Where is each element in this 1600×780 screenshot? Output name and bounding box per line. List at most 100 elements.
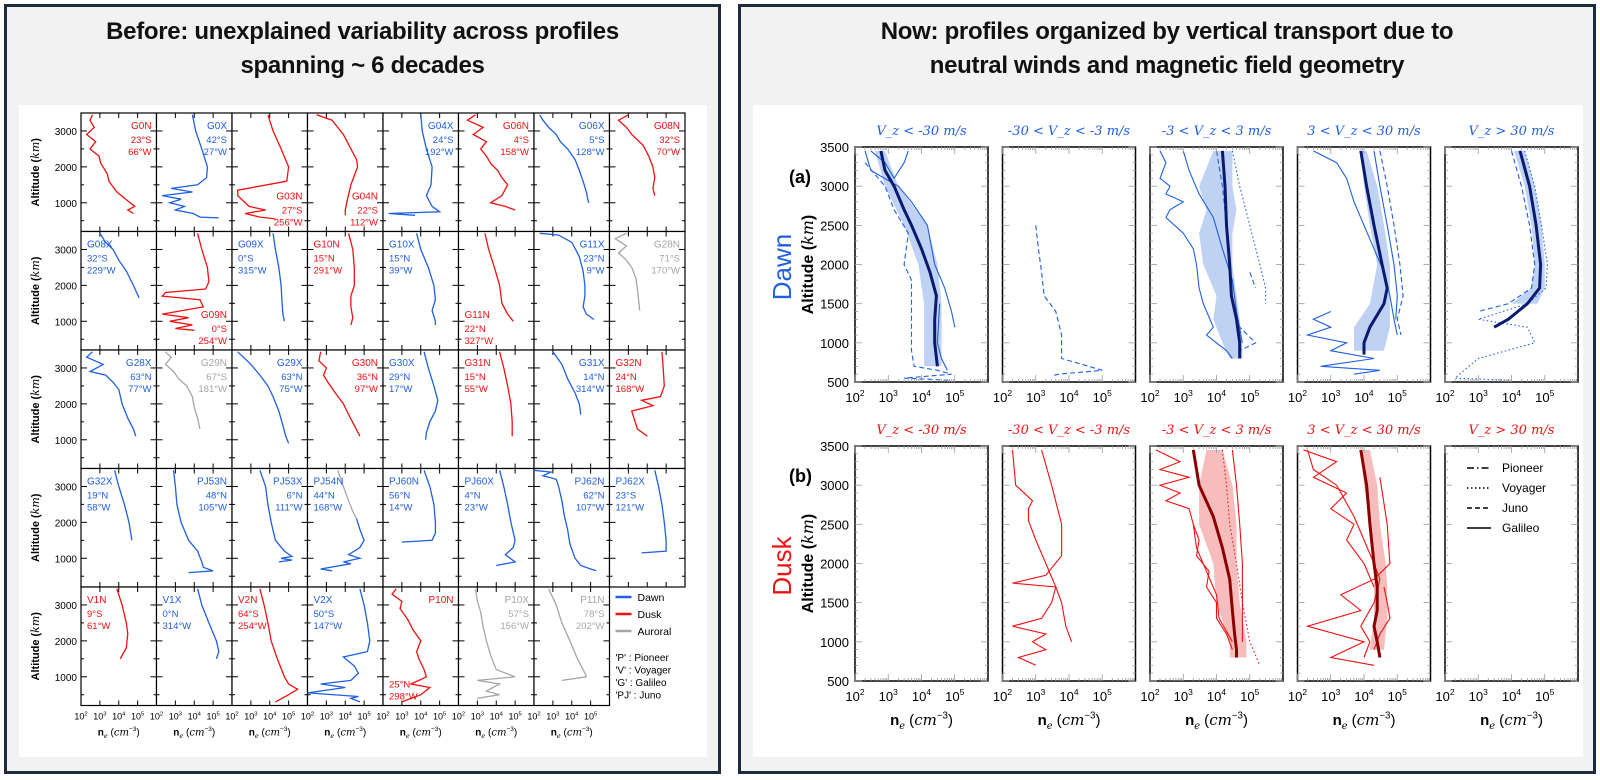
profile-panel-G0N: G0N 23°S66°W xyxy=(80,112,158,233)
profile-id-label: PJ60X xyxy=(465,477,495,488)
profile-lat-label: 14°N xyxy=(583,372,604,383)
column-title: V_z < -30 m/s xyxy=(876,124,967,139)
y-tick-label: 1000 xyxy=(820,635,849,650)
profile-lat-label: 15°N xyxy=(389,254,410,265)
profile-id-label: G28N xyxy=(654,240,680,251)
panel-frame xyxy=(457,467,535,588)
profile-line-PJ54N xyxy=(320,518,365,572)
cell-dawn-4: V_z > 30 m/s 102 103 104 105 xyxy=(1435,124,1579,405)
cell-dawn-3: 3 < V_z < 30 m/s 102 103 104 105 xyxy=(1288,124,1432,405)
profile-line-PJ60X xyxy=(496,470,517,567)
x-tick-label: 102 xyxy=(376,711,389,721)
before-panel-title: Before: unexplained variability across p… xyxy=(7,15,718,83)
legend-label-voyager: Voyager xyxy=(1502,481,1546,495)
before-figure: G0N 23°S 66°W G0X 42°S 27°W G03N 27°S 256°W G04N 2… xyxy=(19,105,707,757)
panel-frame xyxy=(382,349,460,470)
panel-frame xyxy=(608,467,686,588)
panel-frame xyxy=(457,230,535,351)
profile-line-dashed xyxy=(864,162,952,381)
x-tick-label: 104 xyxy=(263,711,277,721)
x-tick-label: 105 xyxy=(1535,687,1554,704)
y-axis-label: Altitude (km) xyxy=(29,375,42,444)
y-tick-label: 2000 xyxy=(820,258,849,273)
profile-lat-label: 25°N xyxy=(389,680,410,691)
x-tick-label: 105 xyxy=(945,687,964,704)
y-tick-label: 2500 xyxy=(820,218,849,233)
y-tick-label: 2000 xyxy=(55,281,78,292)
x-tick-label: 103 xyxy=(1026,687,1045,704)
profile-lat-label: 50°S xyxy=(314,609,335,620)
y-tick-label: 2000 xyxy=(55,163,78,174)
cell-bg xyxy=(1002,147,1136,382)
x-axis-label: ne (cm−3) xyxy=(324,726,366,740)
profile-lon-label: 107°W xyxy=(576,503,605,514)
profile-line-solid xyxy=(1159,150,1233,359)
x-tick-label: 104 xyxy=(1354,388,1373,405)
x-tick-label: 104 xyxy=(339,711,353,721)
x-tick-label: 104 xyxy=(1207,687,1226,704)
now-panel-title: Now: profiles organized by vertical tran… xyxy=(741,15,1593,83)
profile-line-G04X xyxy=(388,114,442,216)
y-tick-label: 3000 xyxy=(55,127,78,138)
profile-line-G30X xyxy=(423,351,439,440)
x-tick-label: 105 xyxy=(131,711,144,721)
x-tick-label: 102 xyxy=(845,687,864,704)
profile-line-P10X xyxy=(474,588,516,699)
profile-line-solid xyxy=(1011,449,1073,642)
x-tick-label: 104 xyxy=(565,711,579,721)
profile-panel-G10X: G10X 15°N39°W xyxy=(382,230,460,351)
profile-lat-label: 15°N xyxy=(465,372,486,383)
profile-lon-label: 61°W xyxy=(87,621,110,632)
x-tick-label: 102 xyxy=(993,388,1012,405)
profile-id-label: PJ62N xyxy=(574,477,604,488)
y-axis-label: Altitude (km) xyxy=(29,138,42,207)
cell-dusk-0: V_z < -30 m/s 102 103 104 105 ne (cm−3) xyxy=(845,423,989,732)
column-title: 3 < V_z < 30 m/s xyxy=(1307,124,1421,139)
profile-line-G08N xyxy=(617,114,656,196)
cell-bg xyxy=(855,446,988,681)
profile-lon-label: 202°W xyxy=(576,621,605,632)
profile-lat-label: 32°S xyxy=(87,254,108,265)
x-tick-label: 105 xyxy=(433,711,446,721)
x-tick-label: 105 xyxy=(1388,687,1407,704)
panel-frame xyxy=(80,230,158,351)
profile-lat-label: 63°N xyxy=(130,372,151,383)
profile-line-dotted xyxy=(1231,150,1267,304)
x-tick-label: 105 xyxy=(1388,388,1407,405)
profile-id-label: G09X xyxy=(238,240,264,251)
column-title: V_z > 30 m/s xyxy=(1469,423,1555,438)
x-tick-label: 103 xyxy=(93,711,106,721)
x-tick-label: 104 xyxy=(490,711,504,721)
legend-label-dawn: Dawn xyxy=(638,592,665,604)
profile-lat-label: 5°S xyxy=(589,135,604,146)
profile-lon-label: 147°W xyxy=(314,621,343,632)
legend-label-auroral: Auroral xyxy=(638,626,672,638)
now-title-line1: Now: profiles organized by vertical tran… xyxy=(880,18,1454,45)
column-title: -30 < V_z < -3 m/s xyxy=(1008,423,1130,438)
profile-line-PJ62X xyxy=(641,470,667,554)
x-tick-label: 103 xyxy=(244,711,257,721)
profile-line-V1N xyxy=(116,588,129,660)
panel-frame xyxy=(608,112,686,233)
profile-lat-label: 24°N xyxy=(616,372,637,383)
x-tick-label: 105 xyxy=(584,711,597,721)
profile-lat-label: 56°N xyxy=(389,491,410,502)
profile-line-G30N xyxy=(318,351,361,437)
panel-frame xyxy=(457,349,535,470)
profile-line-G32N xyxy=(630,351,665,437)
y-tick-label: 500 xyxy=(827,674,849,689)
mean-profile-line xyxy=(1359,150,1389,355)
profile-id-label: PJ62X xyxy=(616,477,646,488)
y-tick-label: 3500 xyxy=(820,439,849,454)
mean-profile-line xyxy=(1220,150,1242,359)
profile-id-label: G0N xyxy=(131,121,152,132)
x-tick-label: 105 xyxy=(1093,388,1112,405)
